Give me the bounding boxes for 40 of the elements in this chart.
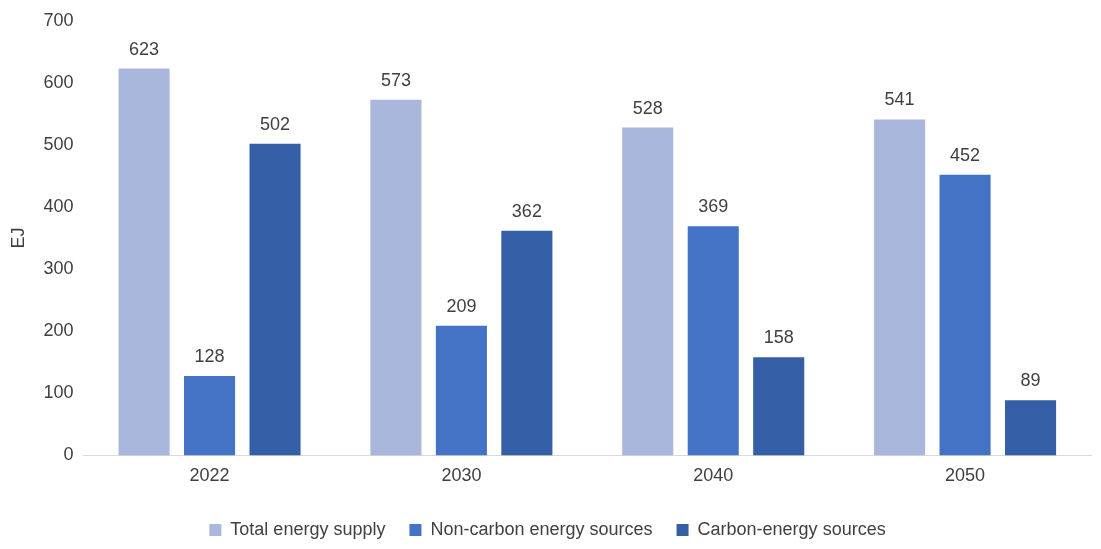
bar — [435, 325, 487, 456]
y-tick-label: 500 — [43, 133, 74, 154]
x-tick-label: 2030 — [441, 465, 482, 486]
data-label: 623 — [129, 38, 160, 59]
bar — [753, 357, 805, 456]
y-tick-label: 600 — [43, 71, 74, 92]
y-tick-label: 400 — [43, 196, 74, 217]
x-tick-label: 2022 — [189, 465, 230, 486]
data-label: 158 — [763, 327, 794, 348]
bar — [687, 226, 739, 456]
bar — [1005, 400, 1057, 456]
data-label: 89 — [1020, 370, 1041, 391]
bar — [622, 127, 674, 456]
y-axis-title: EJ — [7, 227, 28, 249]
legend-label: Total energy supply — [230, 518, 386, 539]
data-label: 452 — [950, 144, 981, 165]
data-label: 369 — [698, 196, 729, 217]
y-tick-label: 300 — [43, 258, 74, 279]
bar — [939, 174, 991, 456]
legend-label: Carbon-energy sources — [697, 518, 886, 539]
data-label: 573 — [380, 69, 411, 90]
data-label: 528 — [632, 97, 663, 118]
legend-label: Non-carbon energy sources — [430, 518, 653, 539]
x-tick-label: 2040 — [693, 465, 734, 486]
data-label: 362 — [511, 200, 542, 221]
bar — [184, 375, 236, 456]
bar — [370, 99, 422, 456]
data-label: 541 — [884, 89, 915, 110]
data-label: 502 — [260, 113, 291, 134]
y-tick-label: 100 — [43, 382, 74, 403]
y-tick-label: 700 — [43, 9, 74, 30]
bar — [874, 119, 926, 456]
bar — [249, 143, 301, 456]
y-tick-label: 200 — [43, 320, 74, 341]
data-label: 128 — [194, 345, 225, 366]
x-tick-label: 2050 — [945, 465, 986, 486]
bar — [118, 68, 170, 456]
bar — [501, 230, 553, 456]
y-tick-label: 0 — [63, 444, 74, 465]
data-label: 209 — [446, 295, 477, 316]
